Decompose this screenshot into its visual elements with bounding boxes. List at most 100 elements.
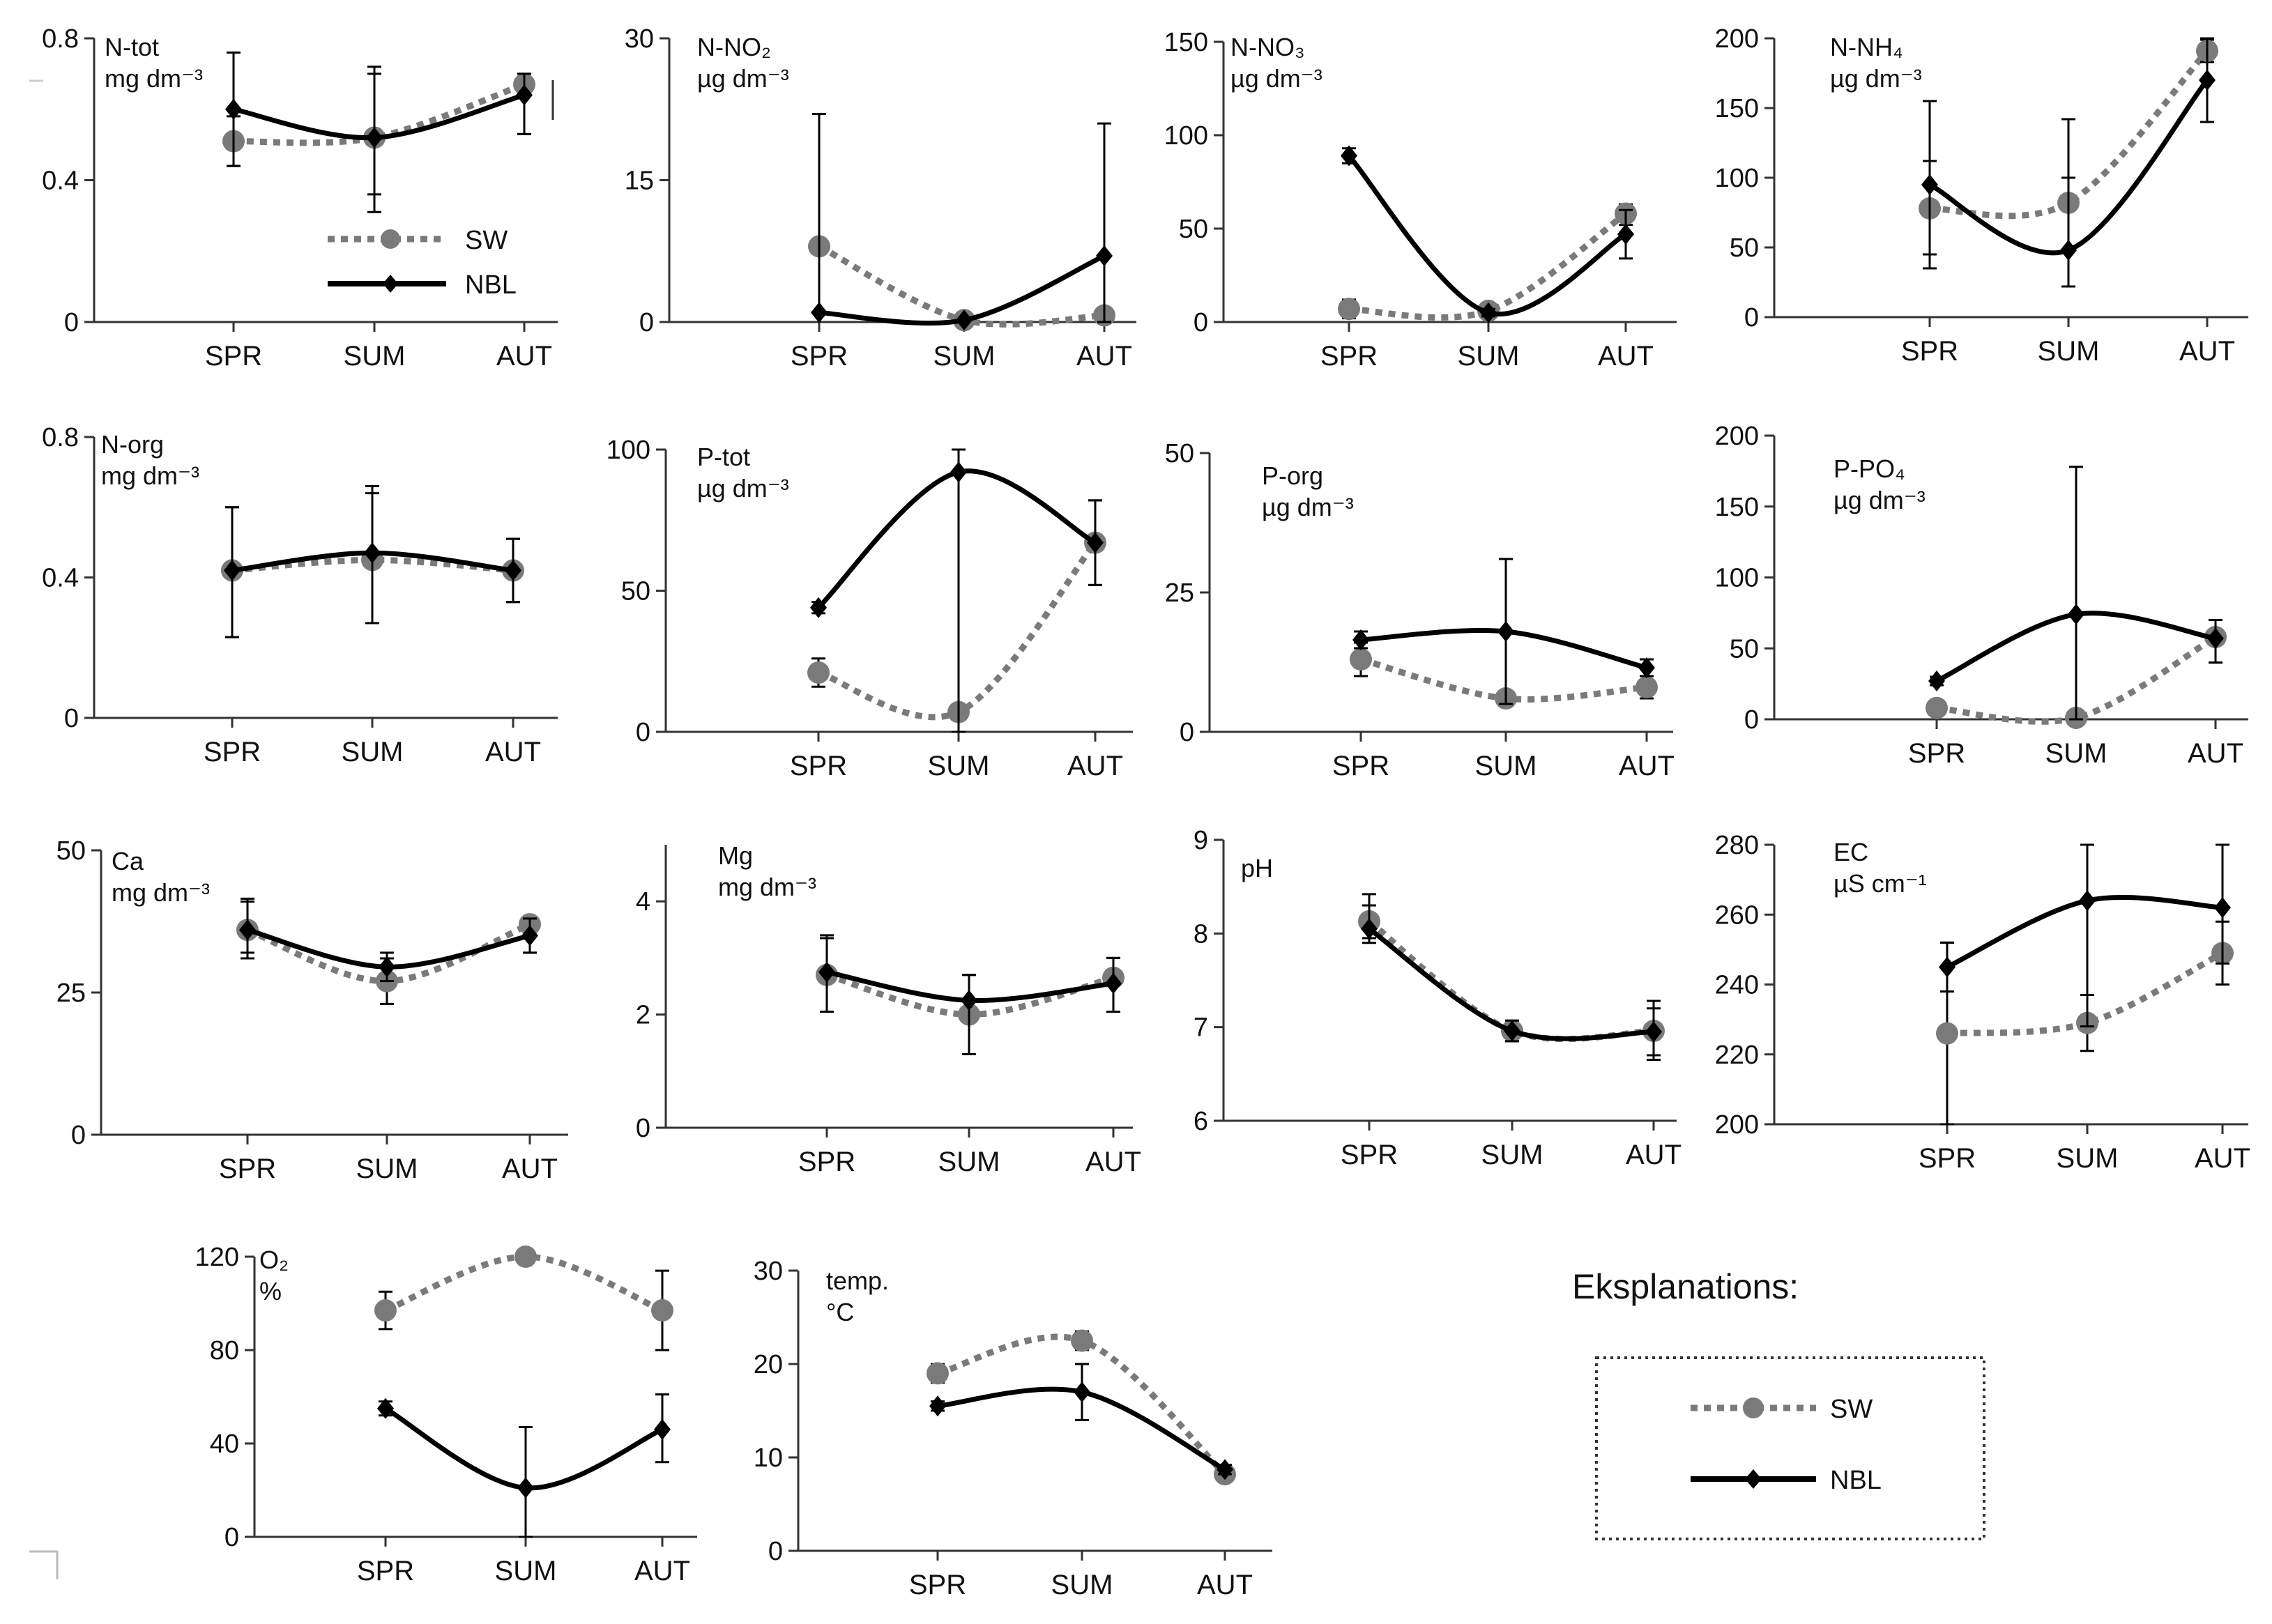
- data-point-sw: [651, 1299, 673, 1322]
- x-tick-label: AUT: [496, 341, 552, 371]
- panel-label: temp.: [826, 1266, 889, 1295]
- y-tick-label: 20: [754, 1350, 783, 1379]
- data-point-nbl: [239, 919, 256, 941]
- y-tick-label: 40: [210, 1430, 239, 1459]
- panel-label: N-NH₄: [1830, 33, 1903, 61]
- panel-label: µg dm⁻³: [697, 474, 789, 503]
- data-point-nbl: [505, 560, 521, 581]
- panel-label: N-NO₂: [697, 33, 771, 61]
- y-tick-label: 15: [625, 167, 654, 196]
- y-tick-label: 7: [1194, 1013, 1208, 1043]
- y-tick-label: 50: [56, 836, 86, 866]
- data-point-nbl: [1638, 657, 1655, 678]
- panel-label: Mg: [718, 841, 753, 870]
- panel-label: mg dm⁻³: [101, 461, 199, 490]
- y-tick-label: 30: [754, 1257, 783, 1286]
- y-tick-label: 150: [1715, 94, 1759, 123]
- x-tick-label: AUT: [2188, 738, 2243, 769]
- inline-legend-sw-marker: [381, 229, 400, 249]
- y-tick-label: 0.8: [42, 24, 79, 54]
- data-point-nbl: [2214, 897, 2231, 919]
- x-tick-label: SPR: [357, 1556, 414, 1586]
- y-tick-label: 0: [636, 718, 650, 747]
- y-tick-label: 8: [1194, 919, 1208, 949]
- chart-nno2: 0 15 30 SPR SUM AUT N-NO₂ µg dm⁻³: [625, 24, 1136, 371]
- x-tick-label: SPR: [204, 737, 261, 767]
- panel-label: pH: [1241, 854, 1273, 882]
- y-tick-label: 4: [636, 887, 650, 917]
- series-line-nbl: [384, 1406, 664, 1491]
- chart-ptot: 0 50 100 SPR SUM AUT P-tot µg dm⁻³: [607, 436, 1133, 781]
- data-point-nbl: [1497, 621, 1514, 642]
- y-tick-label: 30: [625, 24, 654, 54]
- y-tick-label: 6: [1194, 1107, 1208, 1136]
- data-point-nbl: [1096, 245, 1113, 267]
- y-tick-label: 100: [1715, 164, 1759, 193]
- x-tick-label: SPR: [790, 751, 847, 781]
- y-tick-label: 9: [1194, 826, 1208, 855]
- data-point-sw: [807, 661, 830, 684]
- x-tick-label: SPR: [1332, 751, 1389, 781]
- y-tick-label: 80: [210, 1336, 239, 1365]
- chart-ca: 0 25 50 SPR SUM AUT Ca mg dm⁻³: [56, 836, 568, 1184]
- data-point-nbl: [956, 309, 973, 331]
- explanation-legend: Eksplanations: SW NBL: [1572, 1267, 1985, 1540]
- data-point-nbl: [2068, 604, 2084, 625]
- y-tick-label: 0: [768, 1537, 783, 1566]
- data-point-nbl: [818, 961, 835, 983]
- x-tick-label: SUM: [1051, 1570, 1113, 1600]
- data-point-nbl: [1504, 1020, 1520, 1042]
- chart-ppo4: 0 50 100 150 200 SPR SUM AUT P-PO₄ µg dm⁻³: [1715, 422, 2248, 769]
- data-point-sw: [1338, 298, 1360, 321]
- panel-label: µg dm⁻³: [1830, 64, 1922, 93]
- x-tick-label: SUM: [2057, 1143, 2119, 1174]
- x-tick-label: AUT: [1619, 751, 1675, 781]
- series-line-sw: [1367, 919, 1654, 1043]
- data-point-sw: [514, 1246, 537, 1268]
- y-tick-label: 0: [1180, 718, 1194, 747]
- explanation-title: Eksplanations:: [1572, 1267, 1799, 1306]
- y-tick-label: 10: [754, 1443, 783, 1473]
- y-tick-label: 25: [56, 979, 86, 1008]
- chart-porg: 0 25 50 SPR SUM AUT P-org µg dm⁻³: [1165, 439, 1675, 781]
- data-point-nbl: [1074, 1381, 1090, 1403]
- x-tick-label: SUM: [1481, 1140, 1543, 1170]
- x-tick-label: AUT: [634, 1556, 690, 1586]
- y-tick-label: 2: [636, 1001, 650, 1030]
- x-tick-label: SPR: [791, 341, 848, 371]
- data-point-nbl: [2079, 890, 2096, 912]
- data-point-nbl: [950, 461, 967, 483]
- x-tick-label: SUM: [1475, 751, 1537, 781]
- y-tick-label: 100: [607, 436, 650, 465]
- inline-legend-nbl-label: NBL: [465, 270, 517, 300]
- panel-label: mg dm⁻³: [112, 878, 210, 907]
- panel-label: N-org: [101, 430, 164, 459]
- data-point-nbl: [1939, 956, 1955, 978]
- corner-mark-bottom: [29, 1550, 59, 1579]
- x-tick-label: SPR: [1341, 1140, 1398, 1170]
- chart-ec: 200 220 240 260 280 SPR SUM AUT EC µS cm⁻¹: [1715, 831, 2250, 1174]
- data-point-sw: [1350, 648, 1372, 671]
- y-tick-label: 0: [1744, 303, 1759, 332]
- panel-label: µS cm⁻¹: [1833, 869, 1927, 898]
- panel-label: P-org: [1262, 461, 1323, 490]
- x-tick-label: SUM: [2038, 336, 2100, 367]
- y-tick-label: 50: [1165, 439, 1194, 468]
- data-point-nbl: [810, 597, 827, 618]
- y-tick-label: 100: [1715, 564, 1759, 593]
- x-tick-label: SPR: [1919, 1143, 1976, 1174]
- y-tick-label: 0: [636, 1114, 650, 1143]
- y-tick-label: 100: [1164, 121, 1208, 151]
- data-point-nbl: [1087, 532, 1104, 553]
- y-tick-label: 150: [1715, 493, 1759, 522]
- panel-label: µg dm⁻³: [697, 64, 789, 93]
- data-point-nbl: [516, 84, 533, 106]
- panel-label: µg dm⁻³: [1230, 64, 1322, 93]
- chart-o2: 0 40 80 120 SPR SUM AUT O₂%: [195, 1243, 697, 1586]
- data-point-nbl: [377, 1397, 394, 1419]
- data-point-nbl: [2199, 70, 2216, 91]
- chart-mg: 0 2 4 SPR SUM AUT Mg mg dm⁻³: [636, 841, 1141, 1177]
- data-point-nbl: [1928, 671, 1945, 692]
- panel-label: %: [259, 1277, 282, 1305]
- data-point-nbl: [364, 542, 381, 564]
